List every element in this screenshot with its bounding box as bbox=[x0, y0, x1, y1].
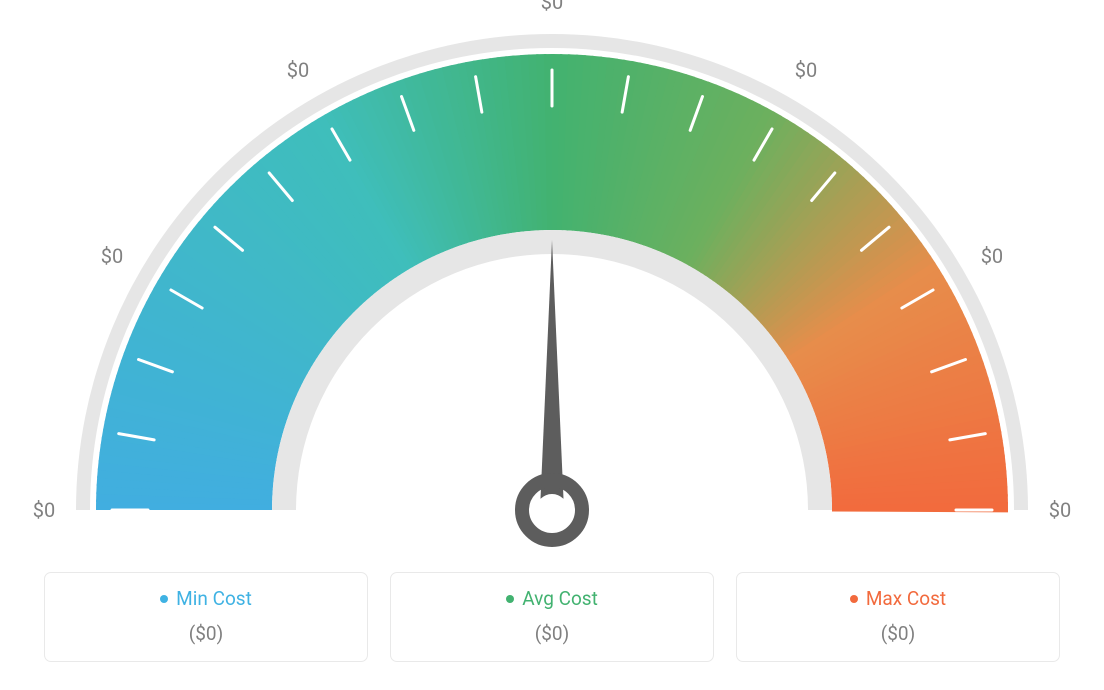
legend-label-max: Max Cost bbox=[866, 587, 946, 610]
legend-value-avg: ($0) bbox=[535, 622, 569, 645]
legend-title-max: Max Cost bbox=[850, 587, 946, 610]
gauge-axis-label: $0 bbox=[1049, 498, 1071, 522]
legend-card-max: Max Cost ($0) bbox=[736, 572, 1060, 662]
legend-dot-avg bbox=[506, 595, 514, 603]
gauge-axis-label: $0 bbox=[101, 244, 123, 268]
legend-title-avg: Avg Cost bbox=[506, 587, 598, 610]
legend-card-min: Min Cost ($0) bbox=[44, 572, 368, 662]
gauge-axis-label: $0 bbox=[795, 58, 817, 82]
gauge-axis-label: $0 bbox=[33, 498, 55, 522]
legend-card-avg: Avg Cost ($0) bbox=[390, 572, 714, 662]
gauge-svg bbox=[0, 0, 1104, 560]
legend-label-avg: Avg Cost bbox=[522, 587, 598, 610]
gauge-axis-label: $0 bbox=[541, 0, 563, 14]
legend-value-min: ($0) bbox=[189, 622, 223, 645]
legend-value-max: ($0) bbox=[881, 622, 915, 645]
legend-dot-max bbox=[850, 595, 858, 603]
legend-label-min: Min Cost bbox=[176, 587, 252, 610]
legend-row: Min Cost ($0) Avg Cost ($0) Max Cost ($0… bbox=[0, 572, 1104, 662]
legend-title-min: Min Cost bbox=[160, 587, 252, 610]
legend-dot-min bbox=[160, 595, 168, 603]
gauge-axis-label: $0 bbox=[981, 244, 1003, 268]
cost-gauge: $0 $0 $0 $0 $0 $0 $0 bbox=[0, 0, 1104, 560]
gauge-axis-label: $0 bbox=[287, 58, 309, 82]
